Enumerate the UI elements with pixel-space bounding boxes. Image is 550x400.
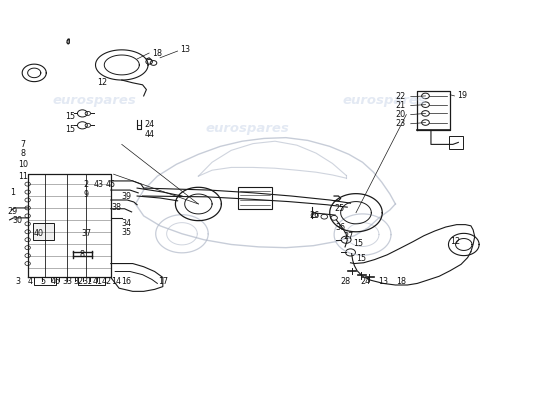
Text: 26: 26 — [309, 211, 320, 220]
Text: 1: 1 — [10, 188, 15, 196]
Text: 42: 42 — [102, 277, 112, 286]
Text: 46: 46 — [51, 277, 61, 286]
Circle shape — [25, 254, 30, 258]
Text: 20: 20 — [396, 110, 406, 119]
Text: 19: 19 — [457, 92, 467, 100]
Circle shape — [25, 246, 30, 250]
Circle shape — [25, 222, 30, 226]
Text: 12: 12 — [450, 237, 461, 246]
Circle shape — [25, 182, 30, 186]
Circle shape — [25, 198, 30, 202]
Text: 43: 43 — [94, 180, 104, 190]
Text: 29: 29 — [7, 207, 18, 216]
Text: eurospares: eurospares — [206, 122, 289, 135]
Circle shape — [25, 230, 30, 234]
Text: 11: 11 — [18, 172, 28, 181]
Text: 33: 33 — [62, 277, 72, 286]
Text: 25: 25 — [334, 204, 345, 213]
Text: 13: 13 — [378, 277, 388, 286]
Text: 31: 31 — [83, 277, 93, 286]
FancyBboxPatch shape — [238, 187, 272, 209]
Text: 39: 39 — [121, 192, 131, 201]
Text: 32: 32 — [73, 277, 83, 286]
Text: 7: 7 — [21, 140, 26, 149]
Text: 3: 3 — [15, 277, 20, 286]
Text: 41: 41 — [92, 277, 102, 286]
Text: 23: 23 — [396, 119, 406, 128]
Text: 4: 4 — [28, 277, 33, 286]
Text: 22: 22 — [396, 92, 406, 101]
Text: 21: 21 — [396, 101, 406, 110]
Circle shape — [25, 214, 30, 218]
Text: 24: 24 — [360, 277, 370, 286]
Text: 36: 36 — [336, 222, 345, 232]
Text: 37: 37 — [81, 229, 91, 238]
Text: eurospares: eurospares — [53, 94, 136, 107]
FancyBboxPatch shape — [449, 136, 463, 149]
Text: 10: 10 — [18, 160, 28, 169]
Text: 9: 9 — [84, 190, 89, 198]
Text: 18: 18 — [152, 48, 162, 58]
Text: 12: 12 — [97, 78, 108, 87]
Text: eurospares: eurospares — [343, 94, 426, 107]
Circle shape — [25, 206, 30, 210]
Text: 45: 45 — [106, 180, 116, 190]
Text: 18: 18 — [396, 277, 406, 286]
Text: 14: 14 — [111, 277, 122, 286]
Text: 44: 44 — [144, 130, 154, 139]
Text: 15: 15 — [65, 112, 75, 121]
Text: 15: 15 — [65, 125, 75, 134]
Text: 15: 15 — [353, 239, 363, 248]
Text: 30: 30 — [13, 216, 23, 225]
Text: 27: 27 — [344, 232, 354, 241]
Text: 28: 28 — [340, 277, 350, 286]
Circle shape — [25, 190, 30, 194]
Text: 8: 8 — [80, 250, 85, 259]
Text: 34: 34 — [121, 219, 131, 228]
Circle shape — [25, 238, 30, 242]
Text: 35: 35 — [121, 228, 131, 237]
Text: 24: 24 — [144, 120, 154, 129]
Text: 13: 13 — [180, 45, 190, 54]
Text: 15: 15 — [356, 254, 366, 263]
Text: 16: 16 — [121, 277, 131, 286]
Text: 2: 2 — [84, 180, 89, 190]
FancyBboxPatch shape — [33, 223, 54, 240]
Text: 40: 40 — [34, 229, 43, 238]
Text: 38: 38 — [111, 204, 122, 212]
Text: 17: 17 — [158, 277, 168, 286]
Circle shape — [25, 262, 30, 266]
Text: 8: 8 — [21, 149, 26, 158]
Text: 5: 5 — [40, 277, 46, 286]
